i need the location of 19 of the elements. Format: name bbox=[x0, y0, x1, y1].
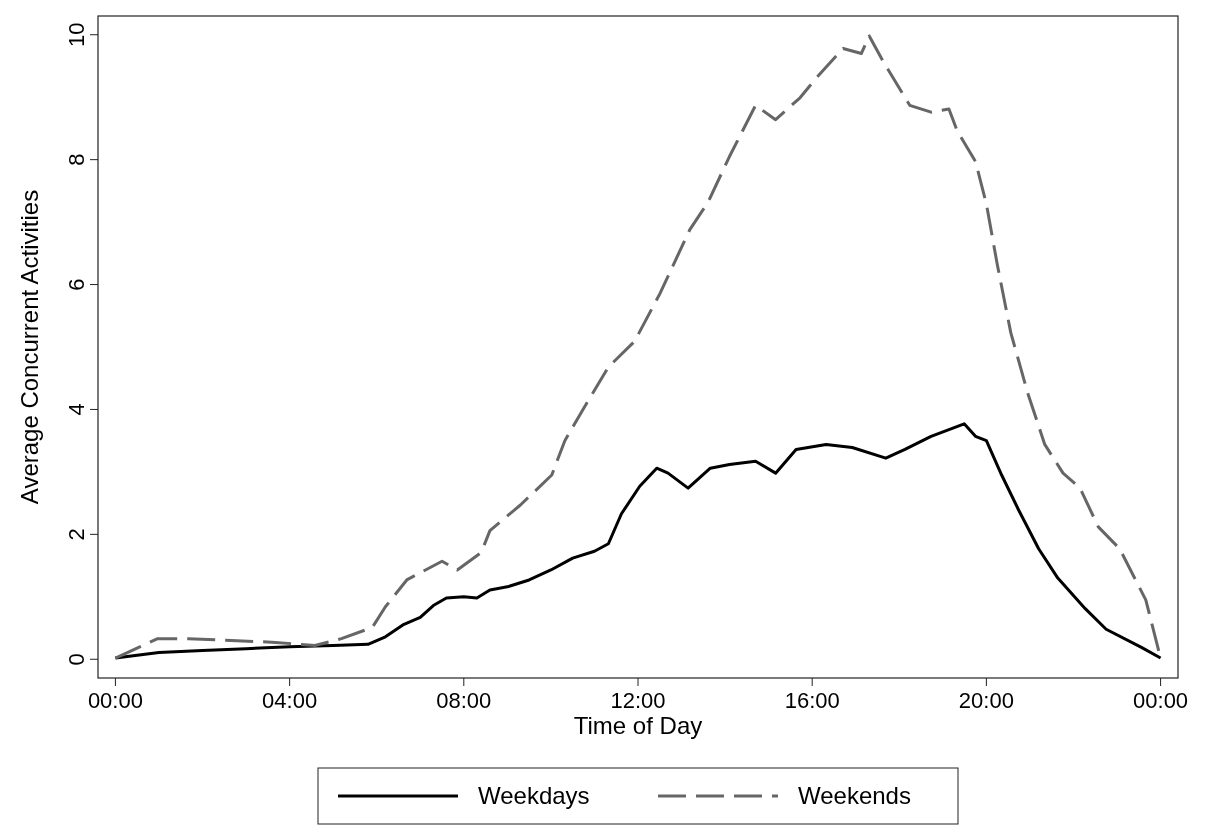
x-axis-title: Time of Day bbox=[573, 712, 703, 739]
x-tick-label: 04:00 bbox=[262, 688, 318, 713]
legend-label: Weekdays bbox=[478, 782, 590, 809]
y-tick-label: 0 bbox=[64, 653, 89, 666]
y-tick-label: 2 bbox=[64, 528, 89, 541]
y-tick-label: 6 bbox=[64, 278, 89, 291]
legend-label: Weekends bbox=[798, 782, 911, 809]
line-series bbox=[113, 34, 1163, 660]
y-axis-title: Average Concurrent Activities bbox=[16, 189, 43, 505]
line-series bbox=[113, 422, 1163, 660]
x-tick-label: 08:00 bbox=[436, 688, 492, 713]
y-tick-label: 4 bbox=[64, 403, 89, 416]
x-tick-label: 00:00 bbox=[87, 688, 143, 713]
x-tick-label: 20:00 bbox=[958, 688, 1014, 713]
x-tick-label: 00:00 bbox=[1133, 688, 1189, 713]
x-tick-label: 16:00 bbox=[784, 688, 840, 713]
x-tick-label: 12:00 bbox=[610, 688, 666, 713]
y-tick-label: 8 bbox=[64, 153, 89, 166]
y-tick-label: 10 bbox=[64, 22, 89, 47]
